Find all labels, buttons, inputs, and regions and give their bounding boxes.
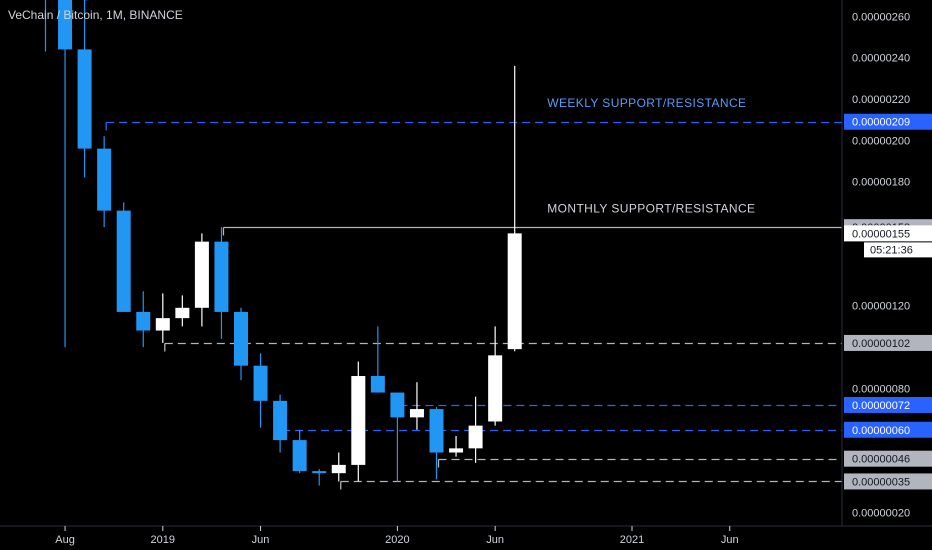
candle	[214, 227, 229, 339]
candle-body	[507, 233, 522, 350]
candle-body	[77, 49, 92, 149]
price-tag-label: 0.00000046	[852, 454, 910, 466]
candle	[351, 361, 366, 482]
price-tick-label: 0.00000080	[852, 383, 910, 395]
candle-body	[351, 376, 366, 465]
price-tags: 0.000003230.000002990.000002720.00000209…	[844, 113, 932, 490]
candle	[507, 65, 522, 352]
candle-body	[253, 365, 268, 401]
price-axis[interactable]: 0.000003800.000003600.000003400.00000280…	[852, 0, 910, 519]
time-tick-label: Jun	[252, 534, 270, 546]
candle-body	[370, 376, 385, 393]
candle	[97, 136, 112, 228]
time-tick-label: Jun	[486, 534, 504, 546]
price-tag	[844, 473, 932, 490]
candle-body	[468, 425, 483, 449]
time-tick-label: Aug	[55, 534, 75, 546]
candle	[194, 233, 209, 327]
price-tag-label: 0.00000072	[852, 400, 910, 412]
candle-body	[194, 241, 209, 308]
candle	[253, 353, 268, 428]
candle-body	[58, 0, 73, 50]
price-tick-label: 0.00000260	[852, 11, 910, 23]
price-tag-label: 0.00000209	[852, 117, 910, 129]
price-tag-label: 0.00000035	[852, 476, 910, 488]
candle-body	[155, 318, 170, 331]
candle-body	[136, 311, 151, 331]
price-tag	[844, 396, 932, 413]
candle	[449, 435, 464, 457]
time-tick-label: Jun	[721, 534, 739, 546]
support-resistance-levels	[85, 0, 842, 490]
candle	[312, 469, 327, 486]
price-tick-label: 0.00000200	[852, 135, 910, 147]
candle-body	[429, 409, 444, 453]
candle-body	[488, 355, 503, 422]
candles	[44, 0, 522, 486]
candle-body	[409, 409, 424, 418]
candle-body	[97, 148, 112, 211]
price-tick-label: 0.00000240	[852, 53, 910, 65]
annotation-label: WEEKLY SUPPORT/RESISTANCE	[547, 96, 746, 110]
candle-body	[234, 311, 248, 366]
candle	[44, 0, 47, 52]
candle	[77, 0, 92, 178]
price-tag	[844, 113, 932, 130]
price-tick-label: 0.00000220	[852, 94, 910, 106]
chart-title: VeChain / Bitcoin, 1M, BINANCE	[8, 8, 183, 22]
countdown-label: 05:21:36	[870, 244, 913, 256]
candle-body	[273, 400, 288, 441]
candle	[409, 382, 424, 430]
price-tick-label: 0.00000180	[852, 177, 910, 189]
candle	[58, 0, 73, 348]
time-tick-label: 2020	[385, 534, 409, 546]
candle-body	[175, 307, 190, 319]
candle-body	[390, 392, 405, 418]
last-price-label: 0.00000155	[852, 228, 910, 240]
annotations: WEEKLY SUPPORT/RESISTANCE MONTHLY SUPPORT…	[547, 96, 755, 215]
time-axis[interactable]: Aug 2019 Jun 2020 Jun 2021 Jun	[55, 526, 739, 546]
price-tag	[844, 334, 932, 351]
price-tag	[844, 450, 932, 467]
countdown-tag	[864, 242, 932, 258]
price-tag-label: 0.00000102	[852, 338, 910, 350]
candle-body	[292, 440, 307, 472]
price-tick-label: 0.00000120	[852, 301, 910, 313]
candle	[468, 396, 483, 463]
price-tick-label: 0.00000020	[852, 507, 910, 519]
candle	[116, 202, 131, 312]
time-tick-label: 2019	[151, 534, 175, 546]
candle	[136, 291, 151, 348]
candle	[370, 326, 385, 393]
candle-body	[116, 210, 131, 312]
last-price-tag	[844, 225, 932, 242]
candle-body	[312, 471, 327, 474]
candle-body	[331, 464, 346, 474]
price-tag-label: 0.00000060	[852, 425, 910, 437]
price-tag	[844, 421, 932, 438]
candle	[429, 407, 444, 480]
candle-body	[214, 241, 229, 312]
candle	[390, 392, 405, 482]
candle	[331, 452, 346, 482]
candle	[155, 293, 170, 343]
candle	[175, 295, 190, 327]
time-tick-label: 2021	[620, 534, 644, 546]
candle	[234, 307, 248, 381]
candle-body	[449, 448, 464, 453]
candle	[488, 326, 503, 426]
candle	[292, 429, 307, 474]
candle	[273, 394, 288, 453]
annotation-label: MONTHLY SUPPORT/RESISTANCE	[547, 202, 755, 216]
